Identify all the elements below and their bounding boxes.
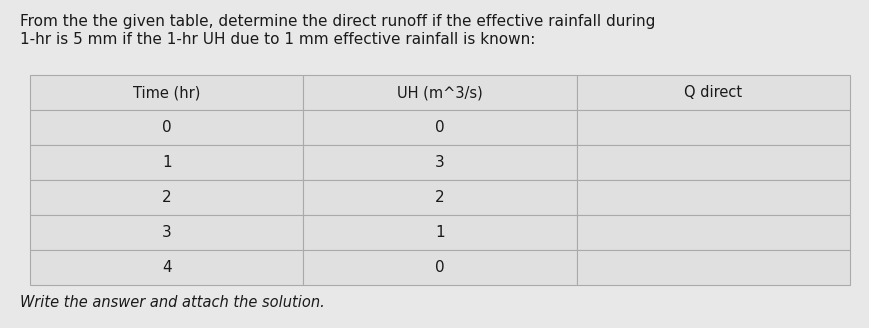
Bar [576,110,849,145]
Text: 0: 0 [162,120,171,135]
Text: 4: 4 [162,260,171,275]
Text: 0: 0 [434,120,444,135]
Text: 2: 2 [434,190,444,205]
Bar [303,250,576,285]
Bar [303,75,576,110]
Bar [576,145,849,180]
Text: 1: 1 [434,225,444,240]
Bar [30,250,303,285]
Text: 3: 3 [434,155,444,170]
Text: UH (m^3/s): UH (m^3/s) [396,85,482,100]
Bar [576,75,849,110]
Text: From the the given table, determine the direct runoff if the effective rainfall : From the the given table, determine the … [20,14,654,29]
Text: 2: 2 [162,190,171,205]
Text: 3: 3 [162,225,171,240]
Bar [30,75,303,110]
Text: 1-hr is 5 mm if the 1-hr UH due to 1 mm effective rainfall is known:: 1-hr is 5 mm if the 1-hr UH due to 1 mm … [20,32,534,47]
Bar [30,180,303,215]
Bar [576,215,849,250]
Text: Time (hr): Time (hr) [133,85,200,100]
Bar [30,110,303,145]
Text: Q direct: Q direct [684,85,741,100]
Bar [303,145,576,180]
Bar [576,180,849,215]
Bar [303,110,576,145]
Bar [576,250,849,285]
Bar [303,180,576,215]
Bar [30,145,303,180]
Text: Write the answer and attach the solution.: Write the answer and attach the solution… [20,295,324,310]
Text: 1: 1 [162,155,171,170]
Bar [30,215,303,250]
Text: 0: 0 [434,260,444,275]
Bar [303,215,576,250]
